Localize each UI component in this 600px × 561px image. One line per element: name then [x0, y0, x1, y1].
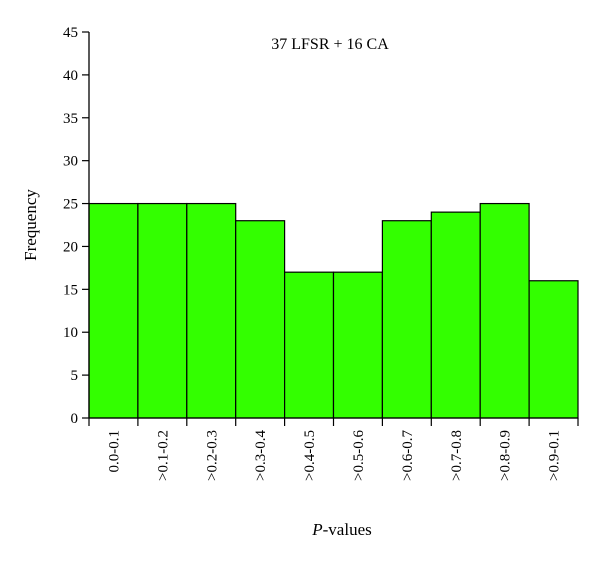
y-tick-label-8: 40	[63, 68, 78, 84]
y-tick-label-2: 10	[63, 325, 78, 341]
x-tick-label-1: >0.1-0.2	[155, 430, 171, 481]
bar-2	[186, 202, 237, 419]
x-tick-label-2: >0.2-0.3	[204, 430, 220, 481]
y-tick-label-5: 25	[63, 197, 78, 213]
x-ticks-group: 0.0-0.1 >0.1-0.2 >0.2-0.3 >0.3-0.4 >0.4-0.5 >…	[88, 418, 579, 481]
bar-5	[332, 271, 384, 419]
y-tick-label-3: 15	[63, 282, 78, 298]
x-axis-title-rest: -values	[323, 520, 372, 539]
bars-group	[88, 202, 579, 419]
x-tick-label-5: >0.5-0.6	[351, 430, 367, 481]
y-tick-label-1: 5	[71, 368, 79, 384]
bar-7	[430, 211, 481, 419]
bar-1	[137, 202, 188, 419]
x-tick-label-6: >0.6-0.7	[400, 430, 416, 481]
y-tick-label-4: 20	[63, 239, 78, 255]
x-tick-label-0: 0.0-0.1	[106, 430, 122, 473]
x-tick-label-3: >0.3-0.4	[253, 430, 269, 481]
y-tick-label-7: 35	[63, 111, 78, 127]
bar-9	[528, 280, 579, 419]
y-tick-label-9: 45	[63, 25, 78, 41]
y-tick-label-0: 0	[71, 411, 79, 427]
x-tick-label-8: >0.8-0.9	[498, 430, 514, 481]
bar-4	[284, 271, 335, 419]
y-axis-title: Frequency	[21, 189, 40, 261]
bar-0	[88, 202, 139, 419]
x-tick-label-9: >0.9-0.1	[547, 430, 563, 481]
bar-8	[479, 202, 530, 419]
bar-6	[381, 220, 432, 419]
bar-3	[235, 220, 286, 419]
x-tick-label-7: >0.7-0.8	[449, 430, 465, 481]
x-tick-label-4: >0.4-0.5	[302, 430, 318, 481]
y-tick-label-6: 30	[63, 154, 78, 170]
x-axis-title: P-values	[311, 520, 371, 539]
y-ticks-group: 0 5 10 15 20 25 30 35 40 45	[63, 25, 89, 427]
x-axis-title-italic: P	[311, 520, 322, 539]
chart-title: 37 LFSR + 16 CA	[271, 36, 389, 53]
